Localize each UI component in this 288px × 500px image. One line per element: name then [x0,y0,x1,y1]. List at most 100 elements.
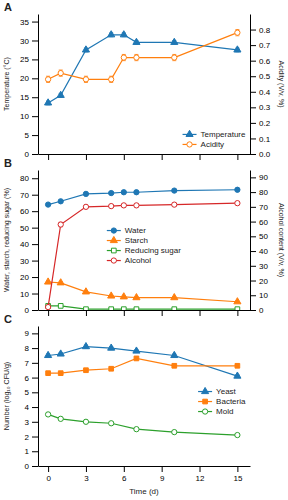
tick-label: 20 [20,74,29,83]
tick: 5 [25,131,38,140]
tick: 20 [20,74,38,83]
series [45,30,240,83]
tick-mark [250,192,256,193]
panel: 036912150123456789CNumber (log₁₀ CFU/g)T… [3,313,251,496]
marker [83,191,88,196]
legend-entry: Reducing sugar [107,246,181,255]
tick-label: 0 [25,306,30,315]
tick-mark [250,123,256,124]
tick-mark [32,451,38,452]
tick-mark [250,30,256,31]
x-axis-title: Time (d) [129,487,159,496]
tick-mark [237,310,238,316]
marker [57,91,64,97]
tick-label: 0 [259,306,264,315]
legend-entry: Water [107,226,146,235]
legend-label: Temperature [201,130,246,139]
series-line [48,347,237,376]
tick-label: 0 [25,150,30,159]
marker [172,307,177,310]
tick: 30 [250,262,268,271]
error-bar [134,54,138,60]
tick-mark [32,59,38,60]
tick-mark [32,407,38,408]
tick-label: 80 [20,174,29,183]
tick: 20 [20,273,38,282]
panel: 010203040506070800102030405060708090BWat… [3,157,285,316]
tick: 20 [250,277,268,286]
tick-mark [32,333,38,334]
tick: 4 [25,403,38,412]
marker [46,371,51,376]
tick [237,310,238,316]
tick-label: 20 [20,273,29,282]
marker [121,203,126,208]
series [45,343,241,379]
error-bar [84,76,88,82]
marker [45,304,50,309]
tick-label: 0.1 [259,135,271,144]
tick-label: 40 [20,240,29,249]
tick: 0.4 [250,88,271,97]
tick-mark [124,310,125,316]
marker [234,372,241,378]
tick-label: 0.5 [259,72,271,81]
tick-label: 12 [196,474,205,483]
axis-line [250,15,251,155]
legend-entry: Temperature [183,130,246,139]
tick: 0 [25,462,38,471]
tick-mark [32,310,38,311]
marker [134,55,139,60]
axis-line [250,171,251,311]
tick-label: 10 [20,290,29,299]
tick-mark [32,22,38,23]
series-line [48,35,237,103]
marker [171,294,178,300]
marker [109,307,114,310]
series-line [48,190,237,205]
tick-label: 60 [20,207,29,216]
legend-entry: Starch [107,236,148,245]
series-line [48,33,237,80]
panel-label: A [4,1,12,13]
tick: 60 [20,207,38,216]
legend-entry: Mold [198,407,233,416]
marker [235,30,240,35]
panel-label: C [4,313,12,325]
tick: 0.8 [250,26,271,35]
tick: 0 [46,466,51,483]
legend-marker [111,228,116,233]
tick: 90 [250,173,268,182]
tick: 0 [25,306,38,315]
legend-entry: Alcohol [107,256,151,265]
chart: 051015202530350.00.10.20.30.40.50.60.70.… [0,0,288,500]
tick [124,310,125,316]
tick-mark [124,154,125,160]
legend-entry: Bacteria [198,397,246,406]
tick-label: 0.2 [259,119,271,128]
tick: 0.7 [250,41,271,50]
tick: 0.0 [250,150,271,159]
marker [133,294,140,300]
marks [45,30,241,105]
tick [124,154,125,160]
axis-line [38,171,39,311]
y2-axis: 0.00.10.20.30.40.50.60.70.8 [250,15,271,160]
marker [134,203,139,208]
tick-label: 0.3 [259,103,271,112]
legend: YeastBacteriaMold [198,387,246,416]
tick-mark [237,466,238,472]
tick: 0 [250,306,264,315]
tick [162,310,163,316]
tick-mark [162,154,163,160]
tick: 3 [84,466,89,483]
tick [86,154,87,160]
tick-label: 2 [25,433,30,442]
marker [172,429,177,434]
tick-mark [250,154,256,155]
series [46,356,240,375]
series-line [48,282,237,302]
marker [234,46,241,52]
x-axis [39,310,251,316]
error-bar [235,364,239,367]
